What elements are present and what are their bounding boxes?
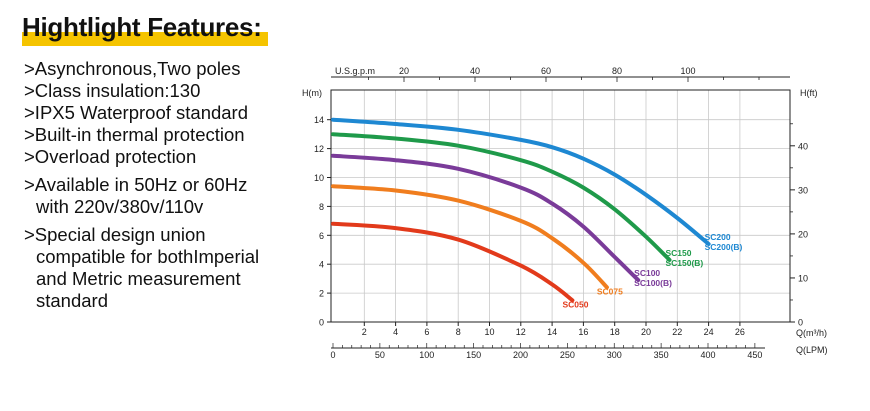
x-tick-label: 10 [484, 327, 494, 337]
feature-text: compatible for bothImperial [36, 246, 260, 267]
feature-text: standard [36, 290, 108, 311]
feature-text: >Class insulation:130 [24, 80, 201, 101]
curve-sc050 [331, 221, 575, 303]
y2-tick-label: 40 [798, 141, 808, 151]
plot-frame [330, 89, 791, 323]
feature-text: with 220v/380v/110v [36, 196, 204, 217]
curve-label: SC075 [597, 286, 623, 296]
feature-text: >Available in 50Hz or 60Hz [24, 174, 248, 195]
lpm-axis-label: Q(LPM) [796, 345, 828, 355]
x-tick-label: 18 [610, 327, 620, 337]
y2-tick-label: 30 [798, 185, 808, 195]
y-tick-label: 0 [319, 318, 324, 328]
lpm-tick-label: 200 [513, 350, 528, 360]
y-tick-label: 4 [319, 260, 324, 270]
top-axis-label: U.S.g.p.m [335, 66, 375, 76]
feature-item: >Overload protection [24, 146, 299, 168]
curve-sc200 [331, 117, 711, 246]
x-axis-label: Q(m³/h) [796, 328, 827, 338]
lpm-tick-label: 100 [419, 350, 434, 360]
top-tick-label: 20 [399, 66, 409, 76]
feature-item: >IPX5 Waterproof standard [24, 102, 299, 124]
feature-item: >Built-in thermal protection [24, 124, 299, 146]
y-tick-label: 12 [314, 144, 324, 154]
top-tick-label: 100 [680, 66, 695, 76]
y2-tick-label: 20 [798, 229, 808, 239]
x-tick-label: 26 [735, 327, 745, 337]
feature-text: >Built-in thermal protection [24, 124, 245, 145]
feature-text: >Asynchronous,Two poles [24, 58, 241, 79]
y2-tick-label: 10 [798, 273, 808, 283]
lpm-tick-label: 150 [466, 350, 481, 360]
y-axis-label: H(m) [302, 88, 322, 98]
curve-label: SC200 [705, 232, 731, 242]
top-tick-label: 60 [541, 66, 551, 76]
y-tick-label: 10 [314, 173, 324, 183]
top-tick-label: 40 [470, 66, 480, 76]
feature-text: >Special design union [24, 224, 206, 245]
x-tick-label: 16 [578, 327, 588, 337]
x-tick-label: 8 [456, 327, 461, 337]
curve-sc150 [331, 132, 672, 262]
y2-tick-label: 0 [798, 318, 803, 328]
feature-item: >Asynchronous,Two poles [24, 58, 299, 80]
lpm-tick-label: 450 [747, 350, 762, 360]
feature-text: >Overload protection [24, 146, 197, 167]
heading-wrap: Hightlight Features: [22, 12, 268, 46]
x-tick-label: 14 [547, 327, 557, 337]
curve-sc100 [331, 153, 641, 283]
curve-label: SC100(B) [634, 278, 672, 288]
feature-text: and Metric measurement [36, 268, 241, 289]
lpm-tick-label: 50 [375, 350, 385, 360]
lpm-tick-label: 400 [700, 350, 715, 360]
y2-axis-label: H(ft) [800, 88, 818, 98]
x-tick-label: 24 [704, 327, 714, 337]
heading-highlight [22, 32, 268, 46]
x-tick-label: 4 [393, 327, 398, 337]
x-tick-label: 20 [641, 327, 651, 337]
lpm-tick-label: 0 [330, 350, 335, 360]
y-tick-label: 6 [319, 231, 324, 241]
curve-label: SC150(B) [665, 258, 703, 268]
feature-item: >Available in 50Hz or 60Hz with 220v/380v… [24, 174, 299, 218]
curve-label: SC150 [665, 248, 691, 258]
feature-item: >Class insulation:130 [24, 80, 299, 102]
x-tick-label: 12 [516, 327, 526, 337]
feature-item: >Special design union compatible for both… [24, 224, 299, 312]
x-tick-label: 6 [424, 327, 429, 337]
lpm-tick-label: 250 [560, 350, 575, 360]
curve-label: SC050 [562, 299, 588, 309]
x-tick-label: 22 [672, 327, 682, 337]
lpm-tick-label: 350 [654, 350, 669, 360]
x-tick-label: 2 [362, 327, 367, 337]
top-tick-label: 80 [612, 66, 622, 76]
y-tick-label: 2 [319, 289, 324, 299]
feature-text: >IPX5 Waterproof standard [24, 102, 249, 123]
y-tick-label: 14 [314, 115, 324, 125]
y-tick-label: 8 [319, 202, 324, 212]
curve-sc075 [331, 184, 609, 290]
lpm-tick-label: 300 [607, 350, 622, 360]
curve-label: SC100 [634, 268, 660, 278]
features-heading: Hightlight Features: [22, 12, 262, 42]
curve-label: SC200(B) [705, 242, 743, 252]
features-list: >Asynchronous,Two poles >Class insulation… [24, 58, 299, 312]
